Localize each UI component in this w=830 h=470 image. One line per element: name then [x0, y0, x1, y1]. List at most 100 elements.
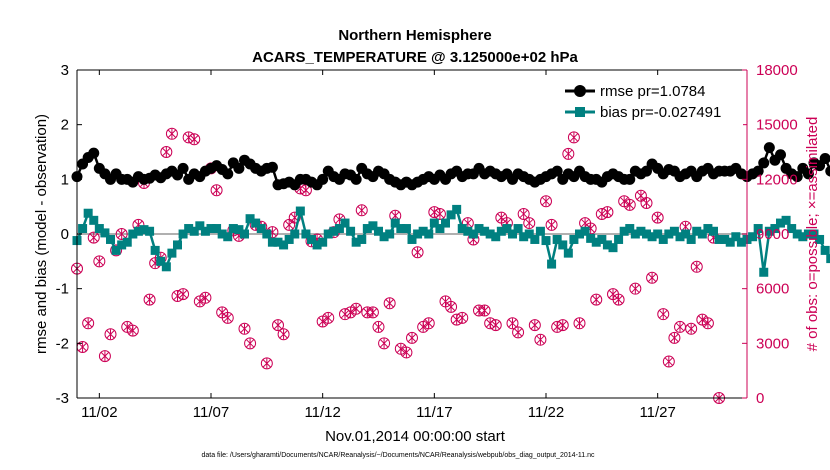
- bias-point: [614, 234, 624, 244]
- bias-point: [251, 218, 261, 228]
- bias-point: [128, 229, 138, 239]
- bias-point: [83, 208, 93, 218]
- obs-assimilated-marker: [569, 132, 579, 143]
- obs-possible-marker: [165, 127, 178, 140]
- obs-assimilated-marker: [240, 323, 249, 334]
- obs-assimilated-marker: [78, 341, 87, 352]
- rmse-point: [350, 173, 362, 185]
- bias-point: [284, 234, 294, 244]
- obs-assimilated-marker: [591, 294, 601, 305]
- bias-point: [351, 237, 361, 247]
- obs-assimilated-marker: [145, 294, 154, 305]
- bias-point: [792, 229, 802, 239]
- obs-possible-marker: [188, 133, 201, 146]
- obs-assimilated-marker: [647, 272, 657, 283]
- bias-point: [396, 224, 406, 234]
- bias-point: [89, 215, 99, 225]
- obs-assimilated-marker: [642, 198, 651, 209]
- bias-point: [653, 229, 663, 239]
- bias-point: [770, 224, 780, 234]
- obs-possible-marker: [445, 300, 458, 313]
- obs-possible-marker: [126, 324, 139, 337]
- obs-possible-marker: [556, 319, 569, 332]
- data-file-footnote: data file: /Users/gharamti/Documents/NCA…: [201, 452, 595, 459]
- obs-point: [573, 317, 586, 330]
- obs-point: [378, 337, 391, 350]
- bias-point: [106, 234, 115, 244]
- rmse-point: [317, 173, 329, 185]
- obs-point: [406, 331, 418, 344]
- obs-possible-marker: [210, 184, 223, 197]
- bias-point: [535, 226, 545, 236]
- bias-point: [496, 226, 506, 236]
- obs-point: [322, 311, 335, 324]
- obs-point: [115, 228, 128, 240]
- obs-assimilated-marker: [201, 292, 210, 303]
- bias-point: [446, 210, 456, 220]
- bias-point: [709, 226, 718, 236]
- bias-point: [340, 218, 350, 228]
- obs-possible-marker: [646, 271, 659, 284]
- obs-point: [98, 350, 111, 363]
- bias-point: [273, 237, 283, 247]
- obs-possible-marker: [640, 197, 653, 210]
- obs-possible-marker: [411, 246, 424, 259]
- bias-point: [636, 226, 646, 236]
- bias-point: [530, 234, 540, 244]
- obs-assimilated-marker: [301, 185, 311, 196]
- obs-assimilated-marker: [653, 212, 663, 223]
- obs-possible-marker: [199, 291, 212, 304]
- obs-assimilated-marker: [407, 332, 417, 343]
- bias-point: [100, 228, 110, 238]
- bias-point: [591, 237, 601, 247]
- obs-point: [260, 357, 273, 370]
- bias-point: [452, 204, 462, 214]
- bias-point: [502, 224, 512, 234]
- rmse-point: [233, 162, 245, 174]
- obs-assimilated-marker: [94, 256, 104, 267]
- bias-point: [133, 226, 143, 236]
- legend-rmse-label: rmse pr=1.0784: [600, 83, 705, 100]
- obs-assimilated-marker: [212, 185, 221, 196]
- obs-point: [165, 127, 178, 140]
- obs-possible-marker: [701, 317, 714, 330]
- x-tick-label: 11/27: [639, 404, 675, 421]
- obs-assimilated-marker: [117, 229, 127, 239]
- bias-point: [563, 248, 573, 258]
- obs-point: [612, 293, 625, 306]
- x-tick-label: 11/12: [304, 404, 340, 421]
- obs-possible-marker: [93, 255, 106, 268]
- rmse-point: [819, 153, 830, 165]
- obs-assimilated-marker: [630, 283, 640, 294]
- bias-point: [547, 259, 557, 269]
- obs-possible-marker: [685, 322, 698, 335]
- obs-assimilated-marker: [508, 318, 517, 329]
- obs-point: [411, 246, 424, 259]
- obs-point: [244, 337, 257, 350]
- obs-assimilated-marker: [435, 208, 445, 219]
- rmse-point: [551, 165, 563, 177]
- obs-possible-marker: [260, 357, 273, 370]
- bias-point: [184, 224, 194, 234]
- obs-point: [456, 311, 469, 324]
- obs-point: [87, 231, 100, 244]
- obs-point: [567, 131, 580, 144]
- bias-point: [78, 224, 88, 234]
- obs-possible-marker: [406, 331, 418, 344]
- obs-possible-marker: [221, 311, 234, 324]
- bias-point: [418, 226, 428, 236]
- bias-point: [753, 224, 763, 234]
- obs-possible-marker: [355, 204, 368, 217]
- bias-point: [200, 226, 210, 236]
- obs-assimilated-marker: [89, 232, 99, 243]
- bias-point: [647, 232, 657, 242]
- obs-assimilated-marker: [189, 134, 199, 145]
- obs-point: [126, 324, 139, 337]
- obs-assimilated-marker: [323, 312, 333, 323]
- bias-point: [312, 240, 322, 250]
- bias-point: [173, 240, 182, 250]
- bias-point: [295, 206, 305, 216]
- obs-possible-marker: [378, 337, 391, 350]
- bias-point: [826, 254, 830, 264]
- rmse-point: [266, 161, 278, 173]
